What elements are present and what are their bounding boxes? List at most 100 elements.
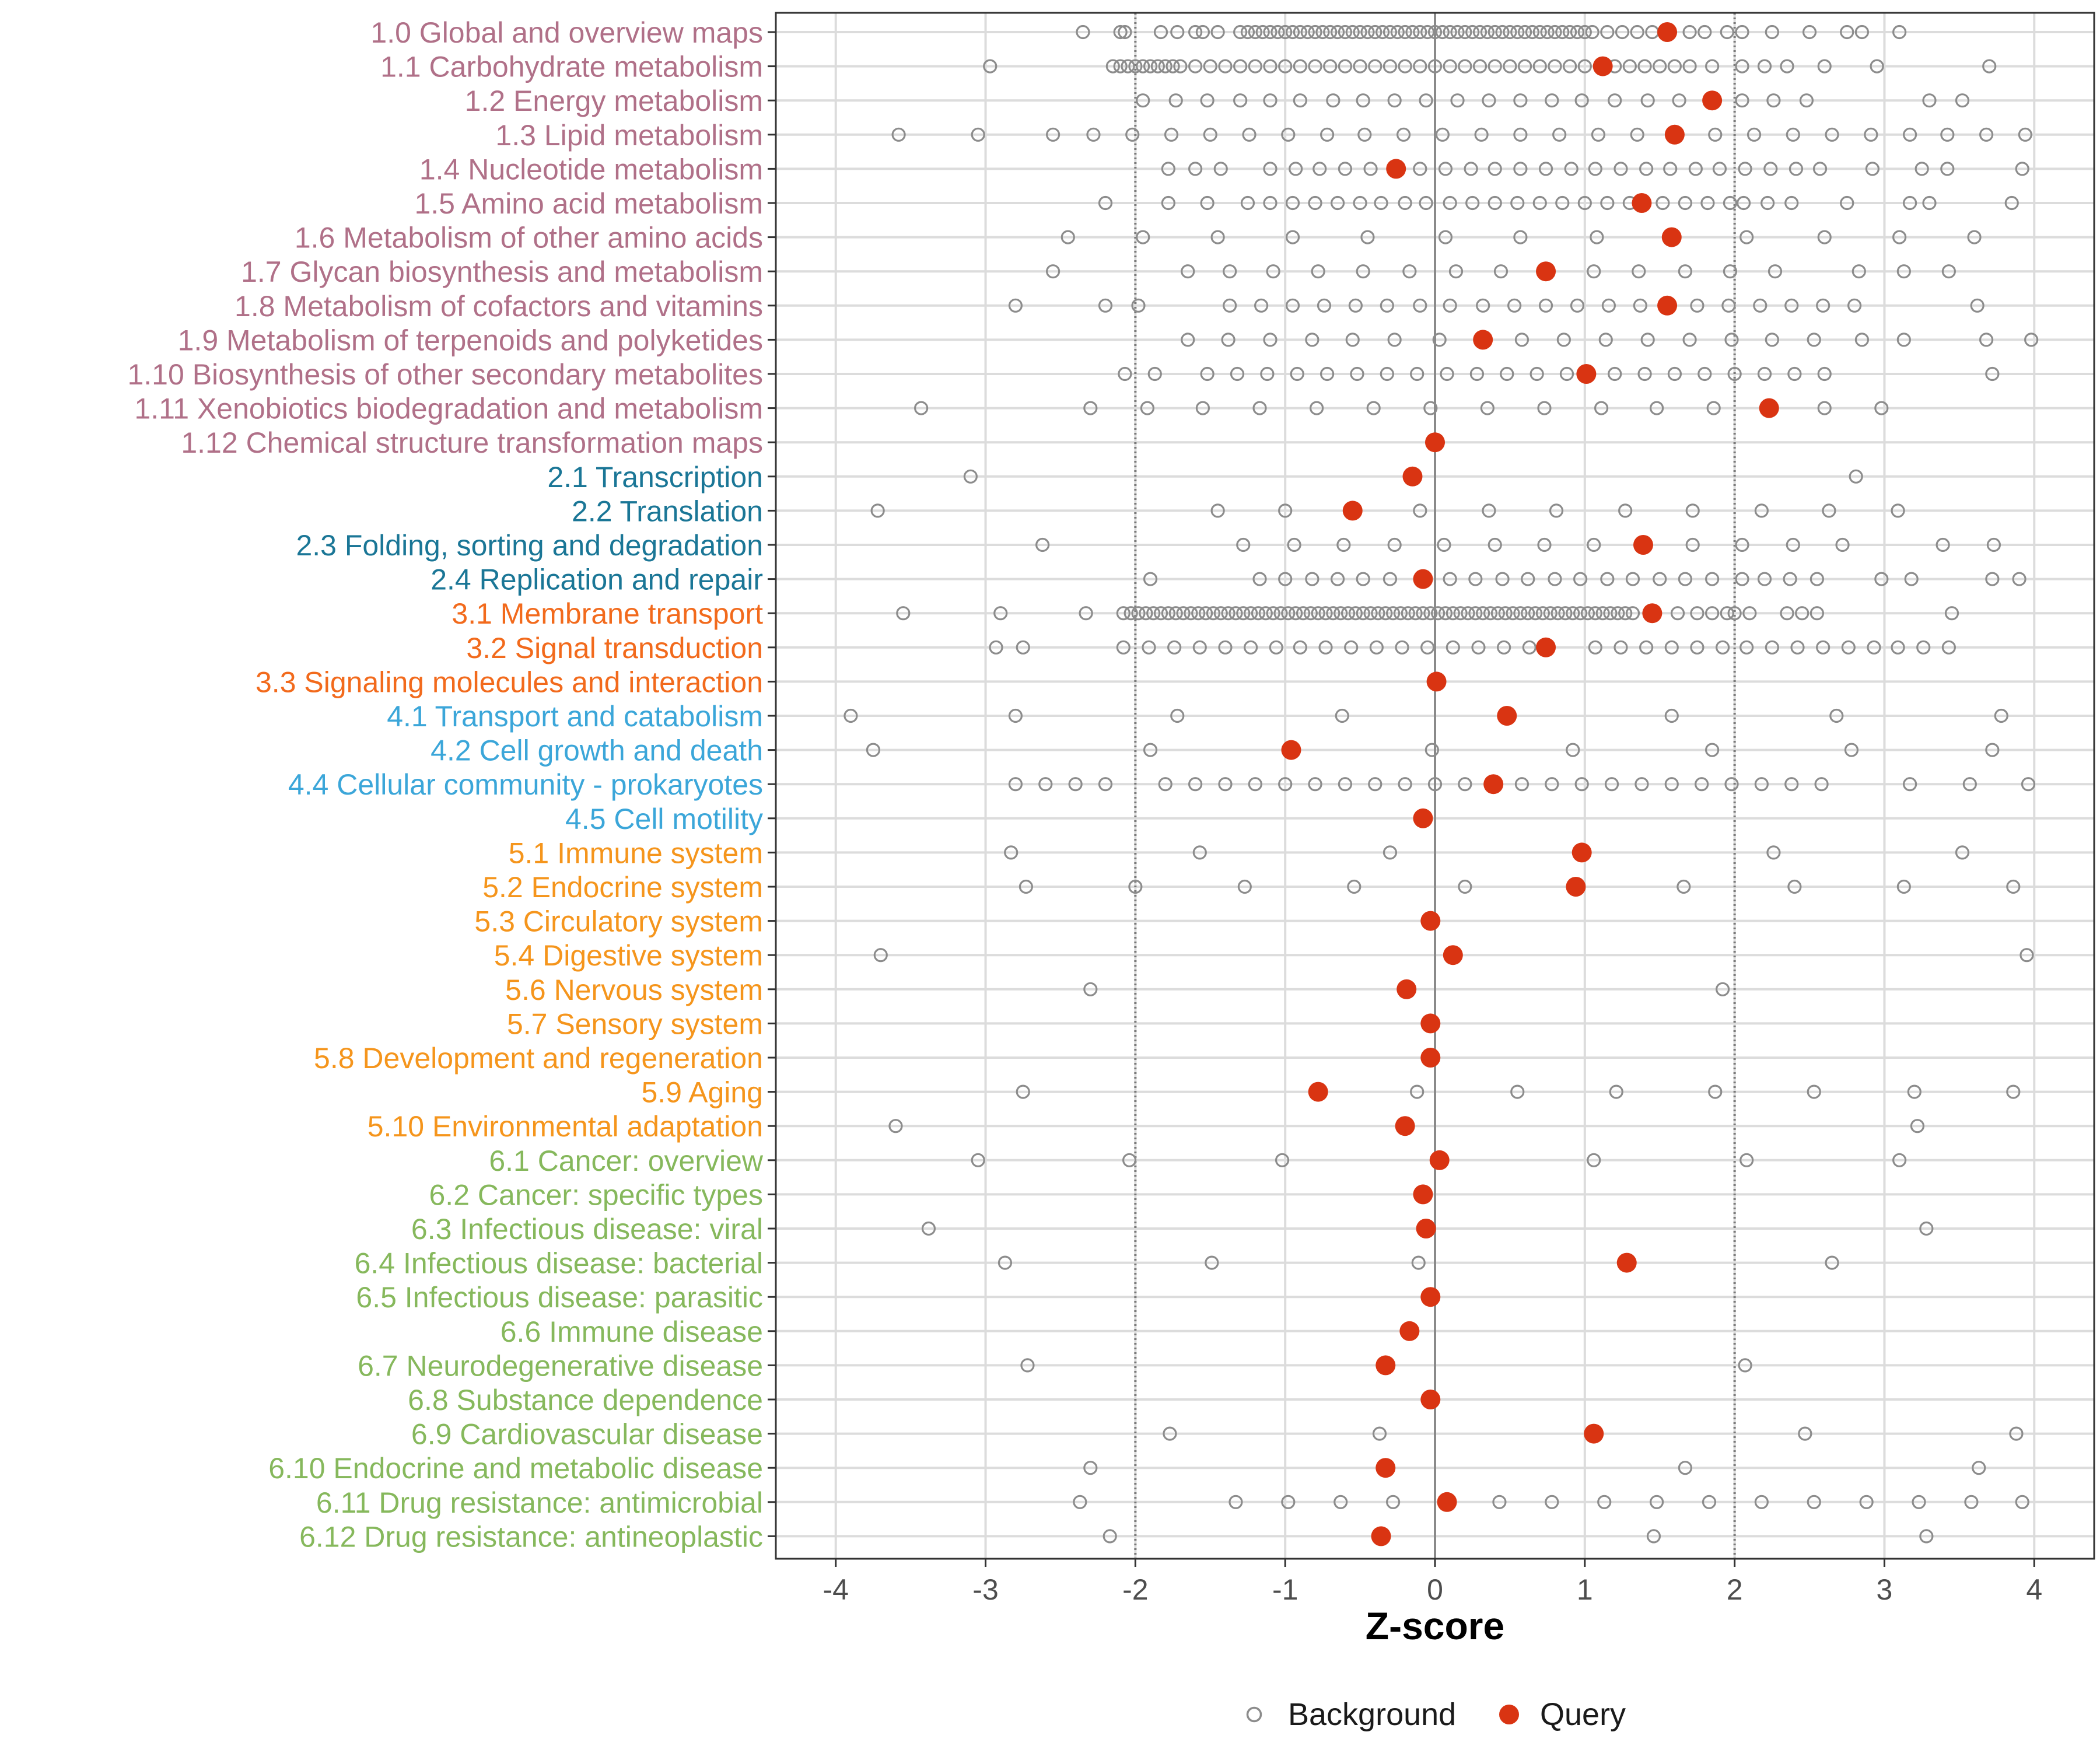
category-label: 6.3 Infectious disease: viral	[411, 1213, 763, 1245]
background-point	[1574, 777, 1589, 792]
background-point	[1740, 1153, 1754, 1167]
background-point	[1210, 230, 1225, 244]
background-point	[1633, 298, 1647, 313]
background-point	[1874, 572, 1889, 586]
background-point	[1419, 195, 1433, 211]
background-point	[1472, 59, 1488, 74]
background-point	[1746, 127, 1762, 142]
category-label: 2.1 Transcription	[547, 461, 763, 494]
background-point	[1161, 162, 1175, 176]
background-point	[1545, 93, 1559, 108]
background-point	[873, 948, 888, 963]
background-point	[1113, 25, 1128, 40]
category-label: 5.9 Aging	[641, 1076, 763, 1109]
background-point	[1482, 93, 1496, 108]
background-point	[1353, 195, 1367, 211]
category-label: 1.4 Nucleotide metabolism	[419, 153, 763, 186]
query-point	[1632, 193, 1652, 213]
query-point	[1566, 877, 1586, 897]
background-point	[1458, 59, 1472, 74]
category-label: 1.6 Metabolism of other amino acids	[295, 222, 763, 254]
background-point	[1896, 333, 1911, 347]
background-point	[1765, 333, 1779, 347]
background-point	[1653, 59, 1667, 74]
background-point	[1360, 25, 1375, 40]
background-point	[1192, 845, 1207, 860]
background-point	[1213, 606, 1228, 621]
background-point	[1702, 1495, 1717, 1509]
background-point	[1892, 1153, 1907, 1167]
background-point	[1595, 606, 1610, 621]
background-point	[1269, 640, 1283, 655]
background-point	[1255, 25, 1270, 40]
background-point	[1495, 25, 1510, 40]
background-point	[1870, 59, 1884, 74]
background-point	[1398, 25, 1412, 40]
background-point	[1326, 93, 1340, 108]
background-point	[1184, 606, 1198, 621]
background-point	[2009, 1426, 2024, 1441]
background-point	[1630, 127, 1644, 142]
background-point	[1366, 401, 1381, 415]
background-point	[1432, 333, 1447, 347]
background-point	[1153, 606, 1168, 621]
background-point	[1849, 469, 1863, 484]
background-point	[1228, 1495, 1243, 1509]
background-point	[1465, 195, 1480, 211]
background-point	[1757, 572, 1772, 586]
legend-query-marker	[1499, 1705, 1519, 1724]
legend-background-marker	[1246, 1706, 1262, 1723]
background-point	[1423, 401, 1438, 415]
background-point	[1320, 127, 1335, 142]
background-point	[1807, 333, 1821, 347]
background-point	[1721, 298, 1736, 313]
background-point	[1260, 366, 1275, 382]
background-point	[1438, 230, 1453, 244]
background-point	[1038, 777, 1053, 792]
background-point	[1203, 127, 1217, 142]
background-point	[1296, 606, 1311, 621]
background-point	[1458, 777, 1472, 792]
background-point	[1604, 777, 1619, 792]
query-point	[1413, 808, 1433, 828]
background-point	[1435, 25, 1450, 40]
background-point	[1780, 606, 1794, 621]
background-point	[1398, 195, 1412, 211]
background-point	[1854, 333, 1870, 347]
background-point	[1678, 264, 1692, 279]
background-point	[1210, 25, 1225, 40]
background-point	[1270, 25, 1285, 40]
background-point	[1570, 25, 1585, 40]
background-point	[1136, 93, 1150, 108]
category-label: 3.3 Signaling molecules and interaction	[256, 666, 763, 698]
background-point	[1405, 25, 1420, 40]
background-point	[1705, 572, 1720, 586]
background-point	[1802, 25, 1817, 40]
background-point	[1614, 162, 1628, 176]
background-point	[1446, 606, 1460, 621]
background-point	[1311, 606, 1325, 621]
background-point	[1258, 606, 1273, 621]
background-point	[1678, 195, 1692, 211]
background-point	[1410, 1084, 1424, 1099]
background-point	[1919, 1529, 1934, 1544]
background-point	[1368, 777, 1382, 792]
background-point	[1188, 25, 1203, 40]
background-point	[1368, 25, 1382, 40]
background-point	[1266, 264, 1280, 279]
category-label: 6.9 Cardiovascular disease	[411, 1418, 763, 1451]
background-point	[1468, 606, 1483, 621]
background-point	[1281, 1495, 1296, 1509]
background-point	[1468, 572, 1483, 586]
background-point	[1503, 25, 1517, 40]
background-point	[1323, 59, 1338, 74]
background-point	[1503, 59, 1517, 74]
background-point	[1285, 25, 1300, 40]
background-point	[1558, 606, 1573, 621]
background-point	[1440, 366, 1454, 382]
background-point	[1754, 1495, 1769, 1509]
category-label: 1.1 Carbohydrate metabolism	[380, 51, 763, 83]
background-point	[1757, 59, 1772, 74]
background-point	[1293, 25, 1307, 40]
background-point	[1903, 777, 1917, 792]
